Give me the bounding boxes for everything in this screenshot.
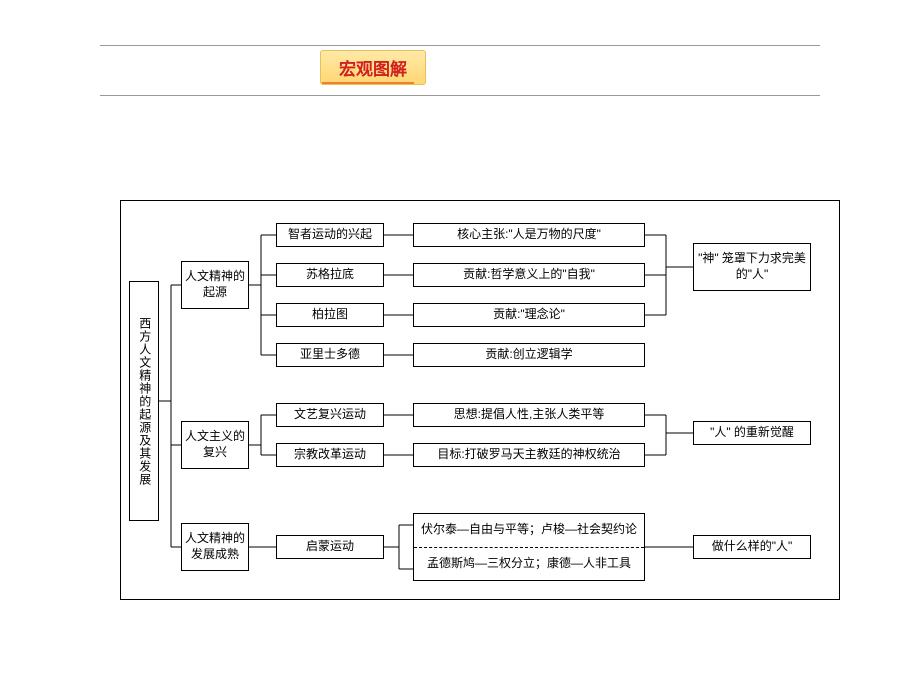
- node-c4-1: 核心主张:"人是万物的尺度": [413, 223, 645, 247]
- divider-top: [100, 45, 820, 46]
- page-title-badge: 宏观图解: [320, 50, 426, 85]
- node-c5-c: 做什么样的"人": [693, 535, 811, 559]
- node-section-revival: 人文主义的 复兴: [181, 421, 249, 469]
- node-c5-b: "人" 的重新觉醒: [693, 421, 811, 445]
- node-c3-enlightenment: 启蒙运动: [276, 535, 384, 559]
- node-c3-aristotle: 亚里士多德: [276, 343, 384, 367]
- node-section-maturity: 人文精神的 发展成熟: [181, 523, 249, 571]
- divider-bottom: [100, 95, 820, 96]
- node-c4-2: 贡献:哲学意义上的"自我": [413, 263, 645, 287]
- node-c4-7a: 伏尔泰—自由与平等；卢梭—社会契约论: [414, 514, 644, 548]
- node-c3-socrates: 苏格拉底: [276, 263, 384, 287]
- node-c4-7: 伏尔泰—自由与平等；卢梭—社会契约论 孟德斯鸠—三权分立；康德—人非工具: [413, 513, 645, 581]
- node-c4-3: 贡献:"理念论": [413, 303, 645, 327]
- node-c3-sophist: 智者运动的兴起: [276, 223, 384, 247]
- node-c3-renaissance: 文艺复兴运动: [276, 403, 384, 427]
- node-c4-6: 目标:打破罗马天主教廷的神权统治: [413, 443, 645, 467]
- node-root: 西方人文精神的起源及其发展: [129, 281, 159, 521]
- node-c3-reformation: 宗教改革运动: [276, 443, 384, 467]
- node-section-origin: 人文精神的 起源: [181, 261, 249, 309]
- node-c5-a: "神" 笼罩下力求完美的"人": [693, 243, 811, 291]
- node-c3-plato: 柏拉图: [276, 303, 384, 327]
- node-c4-4: 贡献:创立逻辑学: [413, 343, 645, 367]
- node-c4-7b: 孟德斯鸠—三权分立；康德—人非工具: [414, 548, 644, 581]
- title-underline: [322, 82, 414, 84]
- diagram-container: 西方人文精神的起源及其发展 人文精神的 起源 人文主义的 复兴 人文精神的 发展…: [120, 200, 840, 600]
- node-c4-5: 思想:提倡人性,主张人类平等: [413, 403, 645, 427]
